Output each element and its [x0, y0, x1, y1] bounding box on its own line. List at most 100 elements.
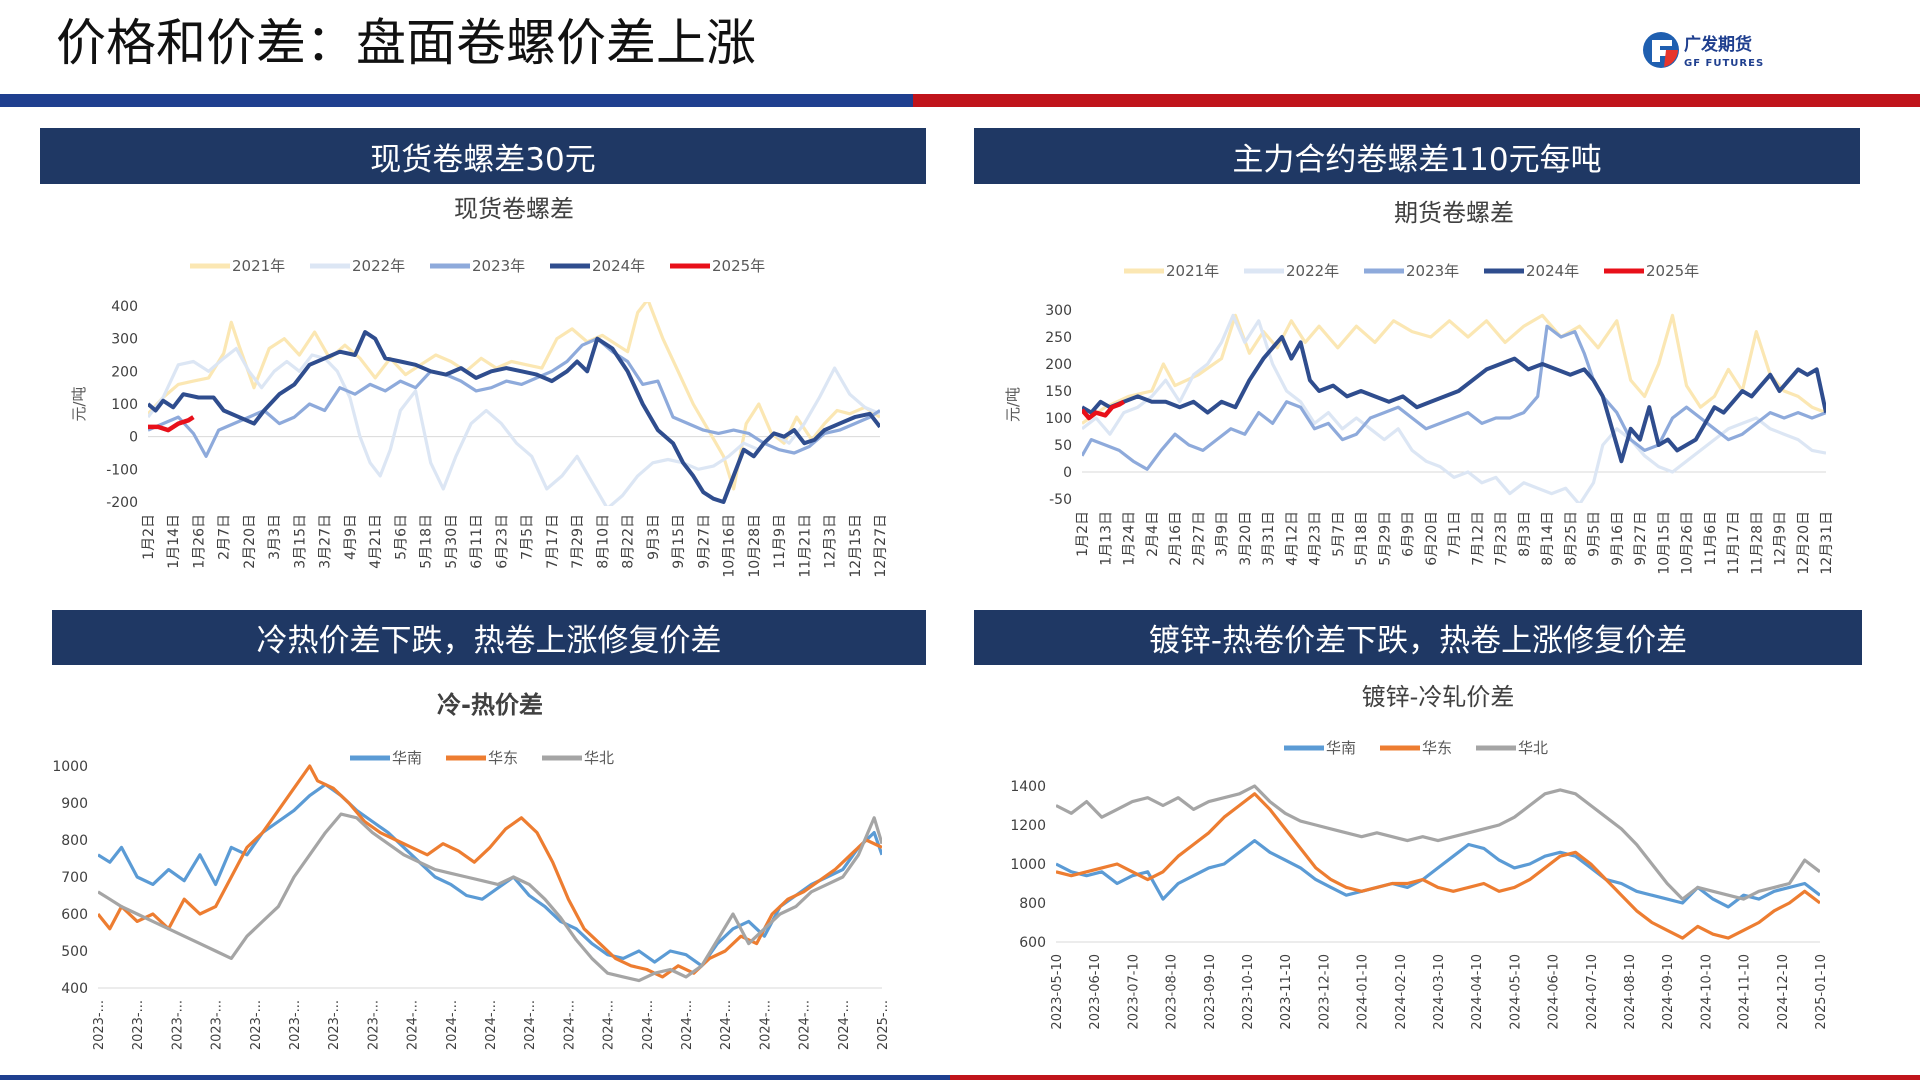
x-tick-label: 8月22日	[621, 514, 637, 569]
x-tick-label: 2023-...	[92, 1000, 107, 1050]
x-tick-label: 12月9日	[1773, 511, 1789, 566]
y-tick-label: 700	[61, 870, 88, 886]
y-tick-label: 50	[1054, 438, 1072, 454]
x-tick-label: 2月4日	[1145, 511, 1161, 557]
x-tick-label: 2023-...	[288, 1000, 303, 1050]
x-tick-label: 10月26日	[1680, 511, 1696, 575]
legend-label: 2024年	[1526, 262, 1579, 280]
y-tick-label: 600	[1019, 935, 1046, 951]
x-tick-label: 7月29日	[570, 514, 586, 569]
y-tick-label: 800	[1019, 896, 1046, 912]
x-tick-label: 2024-...	[484, 1000, 499, 1050]
x-tick-label: 4月9日	[343, 514, 359, 560]
x-tick-label: 4月21日	[368, 514, 384, 569]
x-tick-label: 8月25日	[1563, 511, 1579, 566]
footer-divider-red	[950, 1075, 1920, 1080]
x-tick-label: 9月3日	[646, 514, 662, 560]
legend-label: 2022年	[352, 257, 405, 275]
x-tick-label: 2024-...	[406, 1000, 421, 1050]
legend-label: 2025年	[712, 257, 765, 275]
x-tick-label: 2023-06-10	[1088, 954, 1103, 1030]
y-tick-label: 100	[1045, 411, 1072, 427]
y-tick-label: 100	[111, 397, 138, 413]
y-tick-label: 1200	[1010, 818, 1046, 834]
x-tick-label: 5月7日	[1331, 511, 1347, 557]
x-tick-label: 3月31日	[1261, 511, 1277, 566]
series-line	[148, 346, 880, 506]
x-tick-label: 7月23日	[1494, 511, 1510, 566]
x-tick-label: 2023-07-10	[1126, 954, 1141, 1030]
legend-label: 华南	[392, 749, 422, 767]
header-divider-red	[913, 94, 1920, 107]
x-tick-label: 2024-08-10	[1623, 954, 1638, 1030]
series-line	[1056, 792, 1820, 940]
x-tick-label: 6月20日	[1424, 511, 1440, 566]
x-tick-label: 2024-11-10	[1738, 954, 1753, 1030]
panel-title-spot: 现货卷螺差30元	[40, 128, 926, 184]
x-tick-label: 1月2日	[1075, 511, 1091, 557]
x-tick-label: 7月12日	[1470, 511, 1486, 566]
series-line	[1082, 335, 1826, 464]
x-tick-label: 2024-...	[562, 1000, 577, 1050]
x-tick-label: 1月26日	[191, 514, 207, 569]
x-tick-label: 3月3日	[267, 514, 283, 560]
x-tick-label: 2024-...	[680, 1000, 695, 1050]
x-tick-label: 11月21日	[797, 514, 813, 578]
x-tick-label: 2月16日	[1168, 511, 1184, 566]
series-line	[148, 330, 880, 504]
y-tick-label: 1000	[1010, 857, 1046, 873]
chart-cold-hot-spread: 冷-热价差 1000 900 800 700 600 500 400 2023-... 2023-…	[52, 691, 891, 1050]
x-tick-label: 2024-...	[719, 1000, 734, 1050]
x-tick-label: 2023-...	[170, 1000, 185, 1050]
x-tick-label: 2023-...	[327, 1000, 342, 1050]
logo-en-text: GF FUTURES	[1684, 58, 1764, 69]
x-tick-label: 5月30日	[444, 514, 460, 569]
series-line	[148, 415, 195, 433]
x-tick-label: 3月15日	[292, 514, 308, 569]
y-tick-label: -200	[106, 495, 138, 511]
x-tick-label: 2024-04-10	[1470, 954, 1485, 1030]
x-tick-label: 2024-05-10	[1508, 954, 1523, 1030]
x-tick-label: 9月5日	[1587, 511, 1603, 557]
y-tick-label: -50	[1049, 492, 1072, 508]
x-tick-label: 5月18日	[419, 514, 435, 569]
y-tick-label: 200	[111, 364, 138, 380]
x-tick-label: 2024-...	[602, 1000, 617, 1050]
x-tick-label: 2月20日	[242, 514, 258, 569]
x-tick-label: 2024-09-10	[1661, 954, 1676, 1030]
x-tick-label: 7月1日	[1447, 511, 1463, 557]
x-tick-label: 6月23日	[494, 514, 510, 569]
chart-galv-cold-spread: 镀锌-冷轧价差 1400 1200 1000 800 600 2023-05-10 2023-…	[1010, 683, 1829, 1030]
x-tick-label: 9月27日	[1633, 511, 1649, 566]
x-tick-label: 2023-09-10	[1203, 954, 1218, 1030]
y-tick-label: -100	[106, 462, 138, 478]
x-tick-label: 2023-11-10	[1279, 954, 1294, 1030]
series-line	[98, 812, 882, 983]
x-tick-label: 6月11日	[469, 514, 485, 569]
series-line	[148, 302, 880, 491]
x-tick-label: 2024-...	[758, 1000, 773, 1050]
x-tick-label: 7月17日	[545, 514, 561, 569]
y-tick-label: 600	[61, 907, 88, 923]
legend-label: 华北	[584, 749, 614, 767]
x-tick-label: 2月27日	[1191, 511, 1207, 566]
x-tick-label: 11月9日	[772, 514, 788, 569]
y-tick-label: 1000	[52, 759, 88, 775]
legend-label: 2021年	[1166, 262, 1219, 280]
x-tick-label: 5月18日	[1354, 511, 1370, 566]
chart-title: 期货卷螺差	[1394, 199, 1514, 227]
gf-logo-icon: 广发期货 GF FUTURES	[1643, 32, 1764, 69]
y-tick-label: 200	[1045, 357, 1072, 373]
x-tick-label: 2024-03-10	[1432, 954, 1447, 1030]
chart-title: 冷-热价差	[437, 691, 543, 719]
x-tick-label: 4月12日	[1284, 511, 1300, 566]
x-tick-label: 2023-...	[366, 1000, 381, 1050]
y-tick-label: 400	[61, 981, 88, 997]
series-line	[98, 782, 882, 968]
x-tick-label: 2023-05-10	[1050, 954, 1065, 1030]
x-tick-label: 2024-02-10	[1394, 954, 1409, 1030]
x-tick-label: 12月15日	[848, 514, 864, 578]
x-tick-label: 10月15日	[1656, 511, 1672, 575]
series-line	[1082, 313, 1826, 425]
series-line	[1082, 324, 1826, 471]
